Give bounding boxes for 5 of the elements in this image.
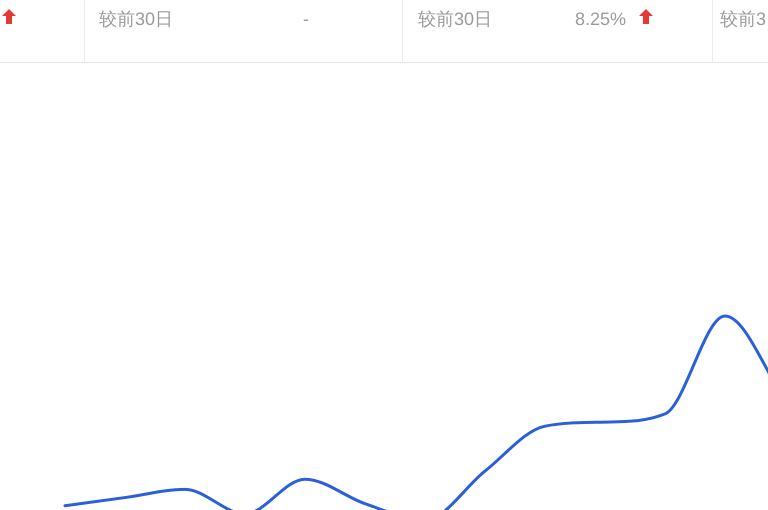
text: 8.25% xyxy=(574,9,626,29)
text: 较前30日 xyxy=(418,9,492,29)
text: 较前3 xyxy=(720,9,766,29)
text: - xyxy=(303,9,309,29)
text: 较前30日 xyxy=(99,9,174,29)
